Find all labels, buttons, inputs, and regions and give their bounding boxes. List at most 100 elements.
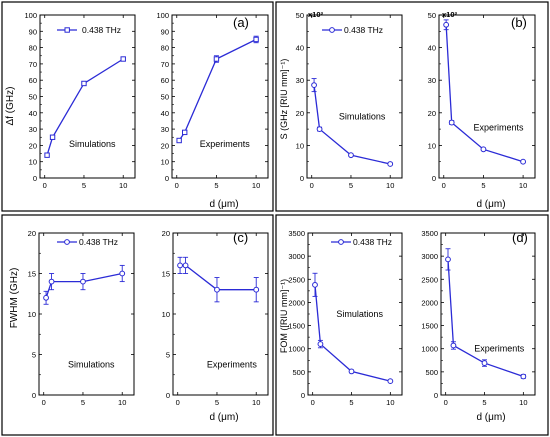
y-tick-label-a-sim-5: 50: [29, 93, 37, 102]
y-tick-label-a-exp-2: 20: [161, 141, 169, 150]
y-tick-label-a-exp-6: 60: [161, 76, 169, 85]
data-point-c-sim-3: [119, 270, 126, 277]
series-line-b-exp: [445, 24, 524, 163]
panel-c-ylabel: FWHM (GHz): [9, 268, 20, 329]
data-point-c-exp-1: [182, 262, 189, 269]
x-tick-label-c-exp-0: 0: [176, 398, 180, 407]
y-tick-label-d-sim-7: 3500: [288, 229, 305, 238]
annotation-d-exp: Experiments: [474, 343, 525, 353]
data-point-b-sim-1: [316, 126, 323, 133]
y-tick-label-a-exp-9: 90: [161, 27, 169, 36]
legend-marker-d-sim: [338, 239, 344, 245]
series-line-d-sim: [314, 284, 391, 382]
y-tick-label-a-exp-7: 70: [161, 60, 169, 69]
panel-c-xlabel: d (μm): [209, 412, 238, 423]
annotation-a-sim: Simulations: [69, 139, 116, 149]
y-tick-label-c-sim-1: 5: [32, 351, 36, 360]
x-tick-label-b-sim-2: 10: [386, 181, 394, 190]
plot-frame-b-sim: [306, 14, 403, 179]
panel-c-border: [1, 214, 274, 436]
y-tick-label-c-sim-4: 20: [28, 229, 36, 238]
data-point-d-exp-0: [445, 256, 451, 263]
data-point-b-sim-3: [387, 161, 394, 167]
data-point-a-exp-1: [181, 129, 188, 136]
y-tick-label-d-sim-0: 0: [301, 391, 305, 400]
data-point-a-exp-0: [176, 137, 182, 144]
x-tick-label-c-exp-2: 10: [252, 398, 260, 407]
x-tick-label-b-exp-2: 10: [519, 181, 527, 190]
y-tick-label-d-exp-0: 0: [434, 391, 438, 400]
y-tick-label-c-exp-1: 5: [166, 351, 170, 360]
annotation-b-sim: Simulations: [339, 111, 386, 121]
panel-b-ylabel: S (GHz [RIU mm]⁻¹): [279, 59, 289, 140]
y-tick-label-a-exp-3: 30: [161, 125, 169, 134]
x-tick-label-c-sim-0: 0: [42, 398, 46, 407]
data-point-c-exp-3: [253, 286, 260, 293]
y-tick-label-d-sim-4: 2000: [288, 298, 305, 307]
subplot-c-sim: 0 5 10 15 20 0 5 10 Simulations: [28, 229, 135, 407]
panel-c-label: (c): [233, 230, 248, 245]
data-point-b-sim-0: [311, 82, 317, 88]
plot-frame-a-sim: [39, 14, 136, 179]
data-point-b-exp-0: [443, 21, 450, 28]
y-tick-label-b-sim-3: 30: [296, 76, 304, 85]
y-tick-label-b-exp-5: 50: [428, 11, 436, 20]
x-tick-label-c-sim-2: 10: [118, 398, 126, 407]
data-point-a-sim-3: [120, 56, 126, 62]
y-tick-label-c-exp-4: 20: [162, 229, 170, 238]
y-tick-label-d-exp-2: 1000: [421, 345, 438, 354]
y-tick-label-a-sim-4: 40: [29, 109, 37, 118]
x-tick-label-a-exp-1: 5: [214, 181, 218, 190]
y-tick-label-d-exp-6: 3000: [421, 252, 438, 261]
panel-a-ylabel: Δf (GHz): [5, 87, 16, 126]
panel-a-border: [1, 1, 274, 212]
series-line-a-sim: [46, 58, 124, 156]
x-tick-label-c-sim-1: 5: [81, 398, 85, 407]
data-point-c-exp-2: [214, 286, 220, 293]
plot-frame-b-exp: [438, 14, 536, 179]
y-tick-label-c-exp-0: 0: [166, 391, 170, 400]
y-tick-label-d-exp-3: 1500: [421, 322, 438, 331]
x-tick-label-a-sim-0: 0: [43, 181, 47, 190]
y-tick-label-d-exp-1: 500: [425, 368, 438, 377]
y-tick-label-a-sim-8: 80: [29, 44, 37, 53]
x-tick-label-d-exp-1: 5: [482, 398, 486, 407]
panel-a-legend-label: 0.438 THz: [82, 25, 121, 35]
data-point-c-exp-0: [177, 262, 183, 269]
panel-b-legend-label: 0.438 THz: [344, 25, 383, 35]
y-tick-label-a-sim-3: 30: [29, 125, 37, 134]
y-tick-label-a-exp-4: 40: [161, 109, 169, 118]
x-tick-label-d-sim-1: 5: [349, 398, 353, 407]
y-tick-label-a-exp-0: 0: [165, 174, 169, 183]
legend-marker-b-sim: [329, 27, 335, 33]
data-point-d-sim-0: [312, 281, 318, 288]
subplot-a-exp: 0 10 20 30 40 50 60 70 80 90 100 0 5 10 Experiments: [156, 11, 269, 190]
y-tick-label-b-exp-2: 20: [428, 109, 436, 118]
y-tick-label-b-exp-0: 0: [432, 174, 436, 183]
annotation-c-exp: Experiments: [207, 359, 258, 369]
panel-d-legend-label: 0.438 THz: [353, 237, 392, 247]
x-tick-label-a-exp-0: 0: [175, 181, 179, 190]
y-tick-label-a-sim-6: 60: [29, 76, 37, 85]
y-tick-label-c-sim-0: 0: [32, 391, 36, 400]
plot-frame-d-exp: [440, 232, 536, 396]
panel-a-label: (a): [233, 15, 249, 30]
y-tick-label-a-sim-0: 0: [33, 174, 37, 183]
data-point-c-sim-1: [48, 278, 55, 285]
panel-a: Δf (GHz) 0.438 THz (a) d (μm): [1, 1, 274, 212]
series-line-c-sim: [45, 272, 123, 299]
data-point-d-sim-2: [348, 368, 355, 375]
y-tick-label-a-sim-1: 10: [29, 158, 37, 167]
y-tick-label-d-sim-5: 2500: [288, 275, 305, 284]
subplot-d-exp: 0 500 1000 1500 2000 2500 3000 3500 0 5 10 Experime…: [421, 229, 536, 407]
y-tick-label-a-exp-5: 50: [161, 93, 169, 102]
series-line-a-exp: [178, 38, 257, 141]
y-tick-label-b-sim-2: 20: [296, 109, 304, 118]
panel-d-xlabel: d (μm): [476, 412, 505, 423]
x-tick-label-c-exp-1: 5: [215, 398, 219, 407]
data-point-a-sim-0: [44, 152, 50, 158]
data-point-b-exp-2: [480, 146, 487, 153]
y-tick-label-b-sim-4: 40: [296, 44, 304, 53]
panel-a-xlabel: d (μm): [209, 199, 238, 210]
series-line-d-exp: [447, 259, 524, 378]
